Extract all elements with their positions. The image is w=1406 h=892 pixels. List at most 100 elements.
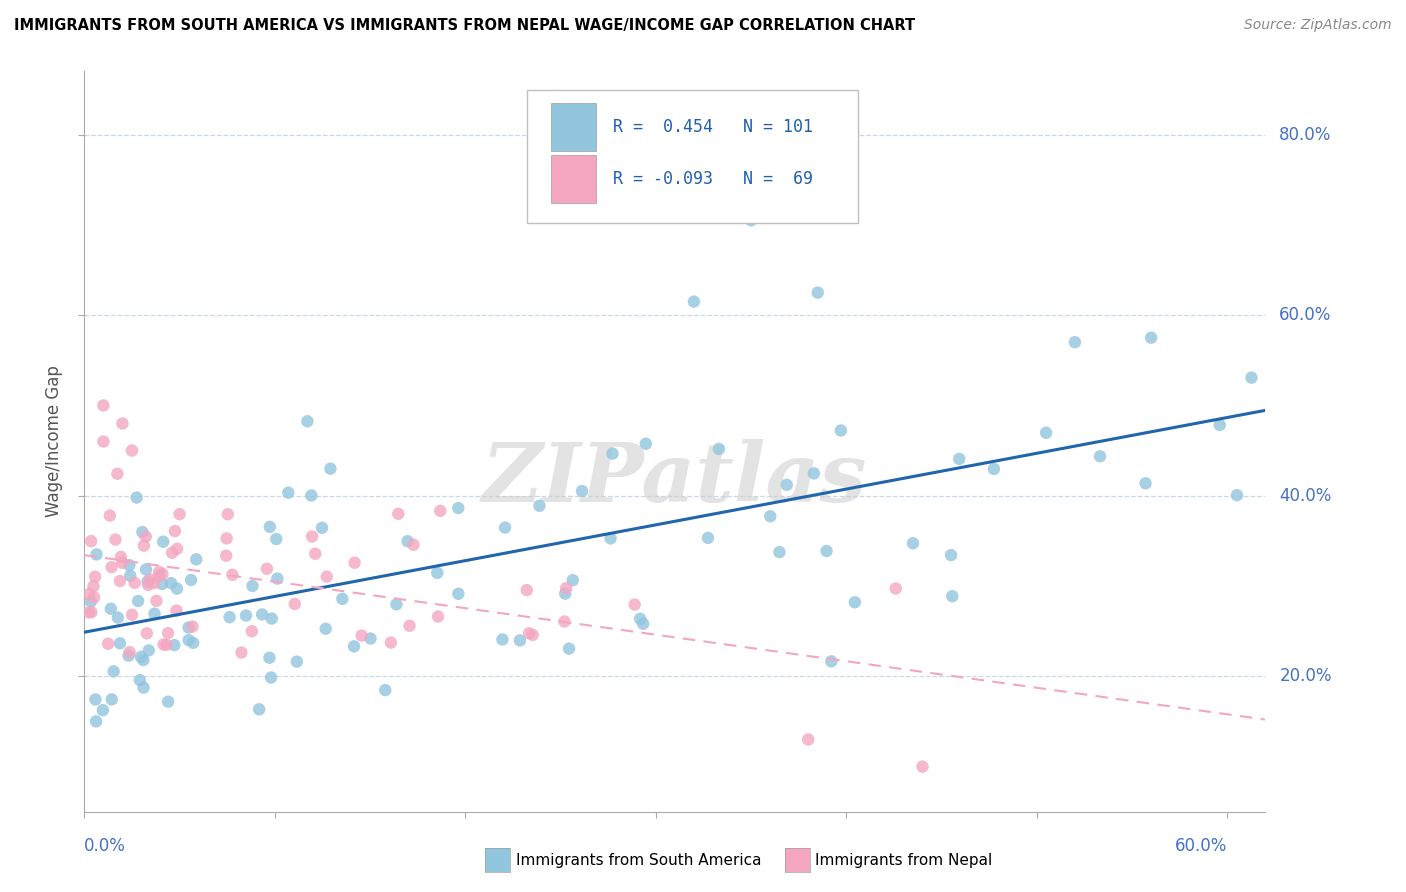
Point xyxy=(157,626,180,640)
Text: Immigrants from Nepal: Immigrants from Nepal xyxy=(815,854,993,868)
Text: 40.0%: 40.0% xyxy=(1279,487,1331,505)
Point xyxy=(100,601,122,615)
Point xyxy=(136,574,159,589)
Point xyxy=(231,646,253,660)
Point xyxy=(148,565,170,579)
Point xyxy=(939,548,962,562)
Point xyxy=(491,632,513,647)
Point xyxy=(107,610,129,624)
Point xyxy=(121,443,143,458)
Point xyxy=(266,532,288,546)
Point xyxy=(93,434,115,449)
Point xyxy=(138,643,160,657)
Point xyxy=(120,568,142,582)
Point xyxy=(148,569,170,583)
Point xyxy=(941,589,963,603)
Point xyxy=(121,607,143,622)
Point xyxy=(553,615,575,629)
Point xyxy=(97,637,120,651)
Point xyxy=(108,636,131,650)
Point xyxy=(221,567,243,582)
Point xyxy=(803,467,825,481)
Point xyxy=(180,573,202,587)
Point xyxy=(259,520,281,534)
Point xyxy=(948,451,970,466)
Point xyxy=(80,605,103,619)
Point xyxy=(77,587,100,601)
Point xyxy=(683,294,706,309)
Point xyxy=(215,549,238,563)
Point xyxy=(260,671,283,685)
Point xyxy=(160,546,183,560)
Point xyxy=(983,462,1005,476)
Point xyxy=(108,574,131,588)
Text: R = -0.093   N =  69: R = -0.093 N = 69 xyxy=(613,169,814,187)
Point xyxy=(402,538,425,552)
Point xyxy=(1226,488,1249,502)
Point xyxy=(820,654,842,668)
Point xyxy=(740,213,762,227)
Point xyxy=(105,467,128,481)
Point xyxy=(166,603,188,617)
Point xyxy=(1064,335,1087,350)
Point xyxy=(315,569,337,583)
Point xyxy=(447,587,470,601)
Point xyxy=(181,619,204,633)
Point xyxy=(100,692,122,706)
Point xyxy=(132,653,155,667)
Point xyxy=(215,532,238,546)
Point xyxy=(125,491,148,505)
Point xyxy=(516,583,538,598)
Point xyxy=(522,628,544,642)
Point xyxy=(426,566,449,580)
Point xyxy=(80,594,103,608)
Point xyxy=(447,501,470,516)
Point xyxy=(602,447,624,461)
Point xyxy=(217,507,239,521)
Text: Source: ZipAtlas.com: Source: ZipAtlas.com xyxy=(1244,18,1392,32)
Point xyxy=(398,619,420,633)
Point xyxy=(132,539,155,553)
Point xyxy=(301,529,323,543)
Point xyxy=(1135,476,1157,491)
Point xyxy=(135,529,157,543)
Point xyxy=(599,532,621,546)
Point xyxy=(250,607,273,622)
Point xyxy=(247,702,270,716)
Text: 80.0%: 80.0% xyxy=(1279,126,1331,144)
Point xyxy=(240,624,263,639)
Point xyxy=(319,461,342,475)
Point xyxy=(815,544,838,558)
Point xyxy=(169,507,191,521)
Point xyxy=(135,562,157,576)
Point xyxy=(768,545,790,559)
Point xyxy=(797,732,820,747)
Point xyxy=(830,424,852,438)
Point xyxy=(124,575,146,590)
Text: 20.0%: 20.0% xyxy=(1279,667,1331,685)
Point xyxy=(385,598,408,612)
Point xyxy=(529,499,551,513)
Point xyxy=(343,640,366,654)
Point xyxy=(132,681,155,695)
Text: 60.0%: 60.0% xyxy=(1279,306,1331,324)
Point xyxy=(284,597,307,611)
Point xyxy=(111,417,134,431)
Point xyxy=(145,594,167,608)
Point xyxy=(160,576,183,591)
FancyBboxPatch shape xyxy=(551,154,596,202)
Point xyxy=(118,558,141,573)
Point xyxy=(374,683,396,698)
Point xyxy=(84,570,107,584)
Point xyxy=(558,641,581,656)
Point xyxy=(623,598,645,612)
Point xyxy=(127,594,149,608)
Point xyxy=(1209,417,1232,432)
Point xyxy=(177,633,200,648)
Point xyxy=(277,485,299,500)
Text: Immigrants from South America: Immigrants from South America xyxy=(516,854,762,868)
Text: 60.0%: 60.0% xyxy=(1175,837,1227,855)
Point xyxy=(84,714,107,729)
Point xyxy=(285,655,308,669)
Point xyxy=(299,488,322,502)
